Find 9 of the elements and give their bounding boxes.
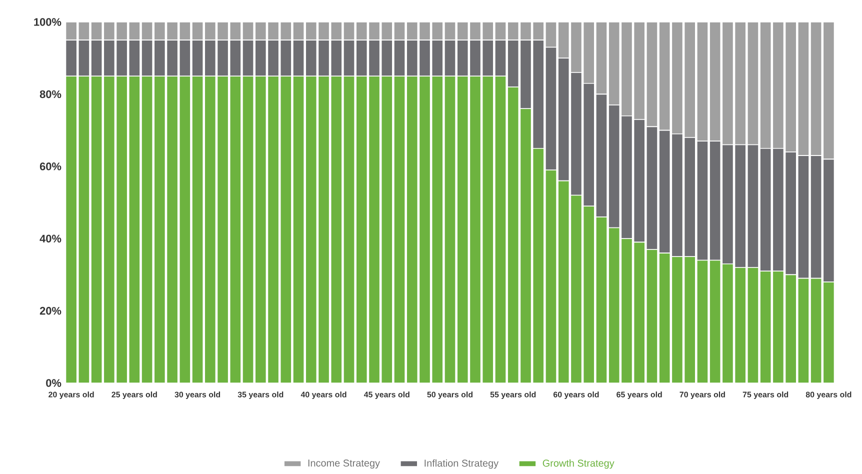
legend-label: Growth Strategy: [542, 459, 614, 469]
y-tick-label: 0%: [46, 379, 62, 387]
legend-label: Inflation Strategy: [424, 459, 499, 469]
y-tick-label: 40%: [40, 234, 62, 242]
y-tick-label: 20%: [40, 306, 62, 315]
legend-label: Income Strategy: [308, 460, 380, 469]
y-tick-label: 100%: [34, 18, 62, 26]
y-tick-label: 80%: [40, 90, 62, 98]
y-tick-label: 60%: [40, 162, 62, 170]
